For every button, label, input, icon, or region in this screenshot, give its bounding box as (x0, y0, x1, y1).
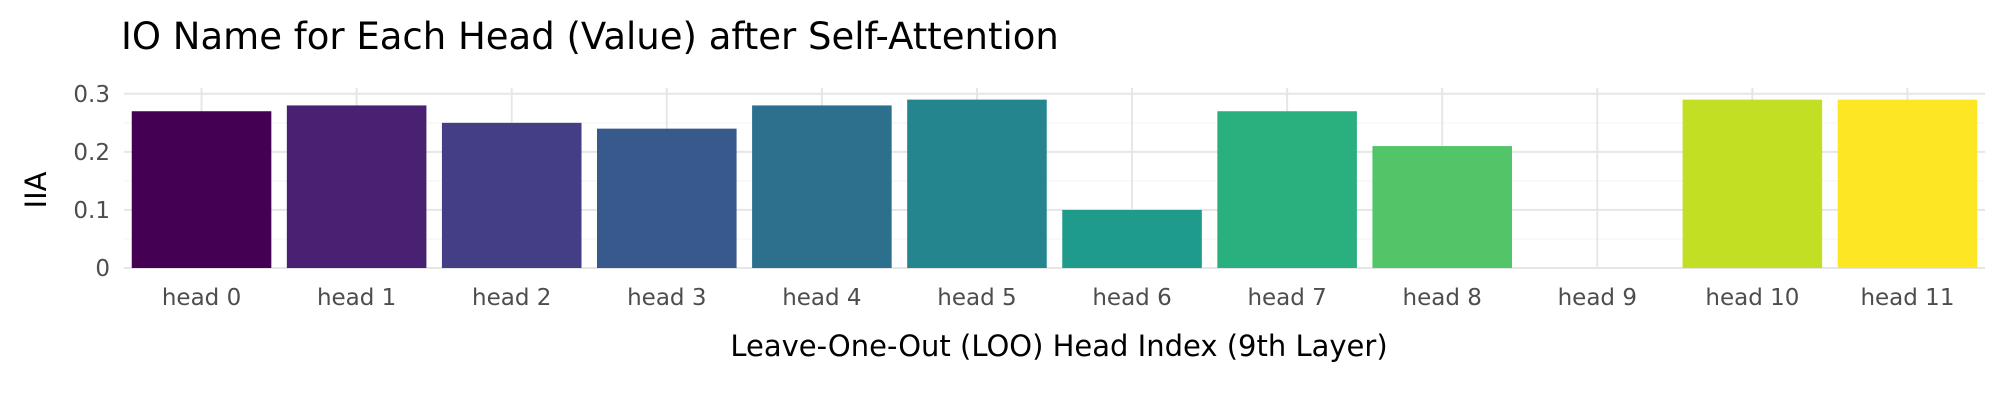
x-tick-labels: head 0 head 1 head 2 head 3 head 4 head 5 head… (162, 285, 1955, 311)
y-tick-labels: 0 0.1 0.2 0.3 (73, 82, 110, 282)
x-tick-label: head 11 (1860, 285, 1954, 311)
x-tick-label: head 2 (472, 285, 551, 311)
x-tick-label: head 8 (1403, 285, 1482, 311)
x-tick-label: head 10 (1705, 285, 1799, 311)
bar-layer (131, 99, 1978, 269)
x-tick-label: head 1 (317, 285, 396, 311)
x-tick-label: head 9 (1558, 285, 1637, 311)
y-tick-label: 0.3 (73, 82, 110, 108)
bar-head-5 (907, 99, 1047, 268)
x-tick-label: head 3 (627, 285, 706, 311)
bar-head-6 (1062, 209, 1202, 268)
bar-head-0 (131, 111, 272, 269)
x-axis-title: Leave-One-Out (LOO) Head Index (9th Laye… (730, 329, 1387, 363)
bar-head-7 (1217, 111, 1357, 269)
x-tick-label: head 4 (782, 285, 861, 311)
x-tick-label: head 0 (162, 285, 241, 311)
x-tick-label: head 7 (1247, 285, 1326, 311)
x-tick-label: head 5 (937, 285, 1016, 311)
chart-title: IO Name for Each Head (Value) after Self… (121, 15, 1059, 58)
bar-head-11 (1837, 99, 1978, 268)
bar-head-3 (597, 128, 737, 268)
y-tick-label: 0.2 (73, 140, 110, 166)
y-axis-title: IIA (19, 171, 53, 208)
x-tick-label: head 6 (1092, 285, 1171, 311)
bar-head-1 (286, 105, 427, 268)
y-tick-label: 0.1 (73, 198, 110, 224)
bar-head-8 (1372, 146, 1512, 268)
bar-head-2 (441, 122, 582, 268)
bar-head-4 (752, 105, 892, 268)
bar-head-10 (1682, 99, 1823, 268)
y-tick-label: 0 (95, 256, 110, 282)
